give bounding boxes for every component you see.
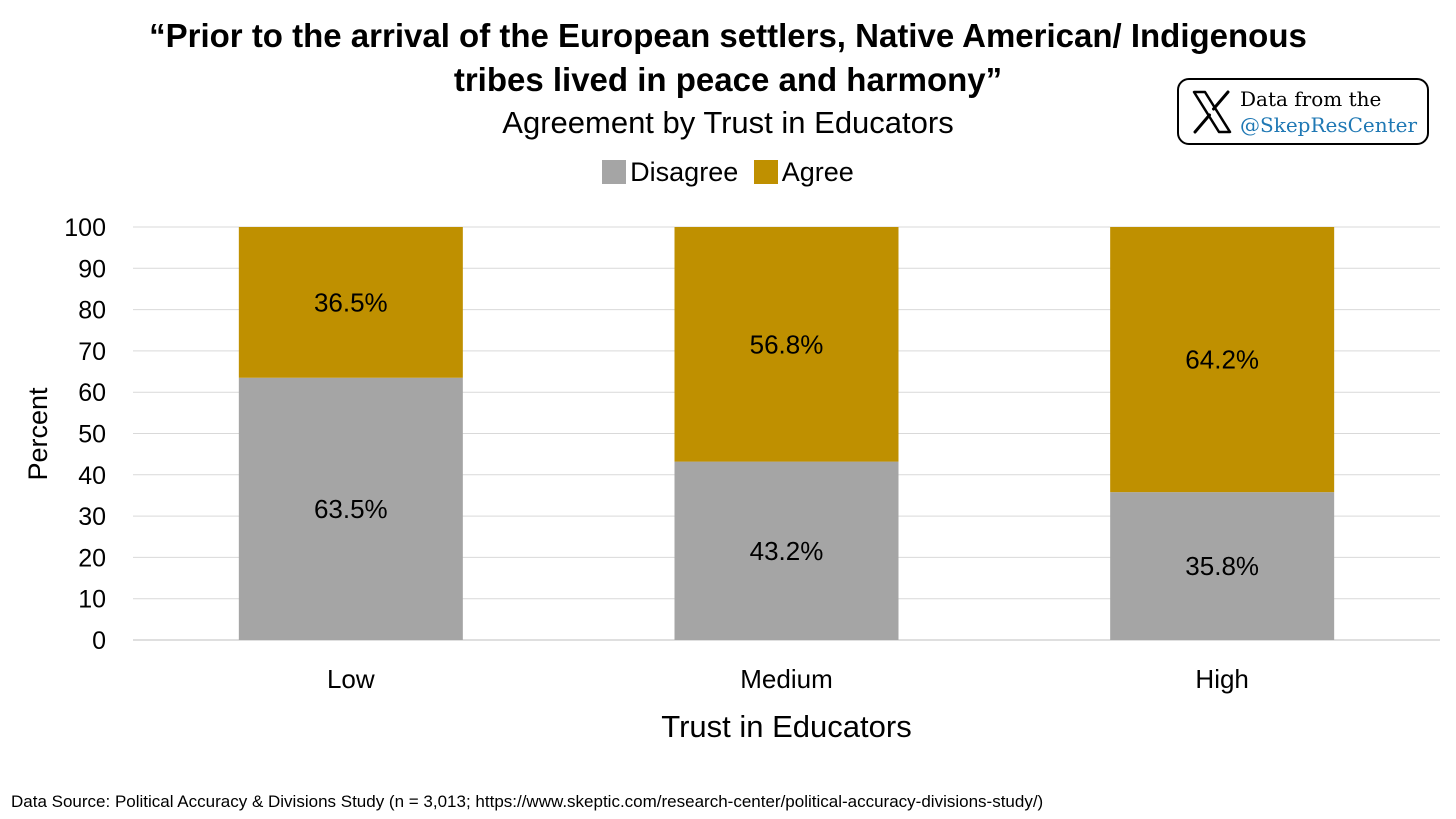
source-badge: Data from the @SkepResCenter bbox=[1177, 78, 1429, 145]
x-axis-title: Trust in Educators bbox=[661, 709, 911, 744]
y-tick-label-0: 0 bbox=[92, 627, 106, 655]
legend-swatch-agree bbox=[753, 160, 778, 184]
badge-text: Data from the bbox=[1240, 87, 1382, 111]
data-label-disagree-low: 63.5% bbox=[314, 494, 388, 524]
chart-title-line-1: “Prior to the arrival of the European se… bbox=[149, 17, 1307, 54]
x-logo-icon bbox=[1192, 90, 1232, 134]
bar-disagree-low bbox=[238, 377, 463, 640]
y-tick-label-10: 10 bbox=[78, 586, 106, 614]
y-tick-label-80: 80 bbox=[78, 297, 106, 325]
x-tick-label-high: High bbox=[1195, 664, 1248, 694]
y-axis-title: Percent bbox=[23, 387, 53, 481]
bar-disagree-high bbox=[1110, 492, 1335, 640]
badge-handle: @SkepResCenter bbox=[1240, 113, 1418, 137]
y-tick-label-70: 70 bbox=[78, 338, 106, 366]
chart-legend: Disagree Agree bbox=[0, 155, 1456, 189]
bar-disagree-medium bbox=[674, 461, 899, 640]
y-tick-label-100: 100 bbox=[64, 214, 106, 242]
bar-agree-high bbox=[1110, 227, 1335, 493]
legend-item-disagree: Disagree bbox=[602, 155, 738, 189]
chart-title-line-2: tribes lived in peace and harmony” bbox=[453, 61, 1003, 98]
y-tick-label-30: 30 bbox=[78, 503, 106, 531]
legend-label-disagree: Disagree bbox=[630, 157, 739, 187]
y-tick-label-50: 50 bbox=[78, 421, 106, 449]
data-source-note: Data Source: Political Accuracy & Divisi… bbox=[11, 792, 1044, 811]
data-label-disagree-medium: 43.2% bbox=[750, 536, 824, 566]
x-tick-label-medium: Medium bbox=[740, 664, 832, 694]
data-label-agree-medium: 56.8% bbox=[750, 329, 824, 359]
data-label-agree-high: 64.2% bbox=[1185, 345, 1259, 375]
bar-agree-low bbox=[238, 227, 463, 378]
chart-title: “Prior to the arrival of the European se… bbox=[0, 14, 1456, 102]
legend-label-agree: Agree bbox=[781, 157, 854, 187]
data-label-disagree-high: 35.8% bbox=[1185, 551, 1259, 581]
bar-agree-medium bbox=[674, 227, 899, 462]
legend-item-agree: Agree bbox=[753, 155, 854, 189]
x-tick-label-low: Low bbox=[327, 664, 375, 694]
y-tick-label-60: 60 bbox=[78, 379, 106, 407]
data-label-agree-low: 36.5% bbox=[314, 287, 388, 317]
chart-plot: 0 10 20 30 40 50 60 70 80 90 100 63.5% 36.5% Low 43.2%… bbox=[23, 214, 1440, 744]
y-tick-label-90: 90 bbox=[78, 255, 106, 283]
y-tick-label-40: 40 bbox=[78, 462, 106, 490]
chart-subtitle: Agreement by Trust in Educators bbox=[502, 105, 954, 140]
legend-swatch-disagree bbox=[602, 160, 627, 184]
y-tick-label-20: 20 bbox=[78, 544, 106, 572]
